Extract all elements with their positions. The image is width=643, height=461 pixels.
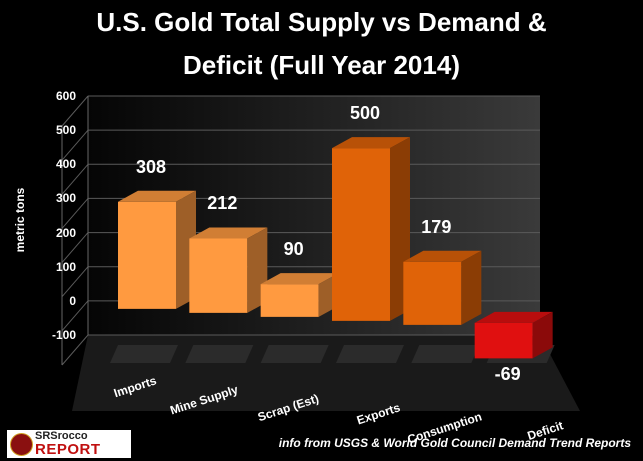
bar-deficit — [474, 311, 553, 359]
bar-top-face — [474, 311, 553, 323]
gridline-side — [61, 300, 89, 332]
gridline-side — [61, 232, 89, 263]
bar-top-face — [118, 190, 196, 202]
y-tick-label: 300 — [55, 191, 76, 206]
bar-imports — [118, 190, 196, 309]
bar-top-face — [332, 137, 410, 149]
bar-front-face — [189, 238, 248, 313]
data-label: 90 — [283, 239, 304, 260]
gridline-side — [61, 95, 89, 127]
bar-top-face — [260, 273, 339, 285]
bar-top-face — [403, 250, 482, 262]
floor-slot — [185, 345, 254, 363]
bar-front-face — [260, 284, 319, 317]
logo-badge-icon — [10, 433, 33, 456]
gridline-side — [61, 198, 89, 229]
bar-front-face — [403, 261, 462, 325]
y-tick-label: 600 — [55, 89, 76, 103]
logo-text-top: SRSrocco — [35, 430, 88, 442]
data-label: 308 — [135, 156, 167, 177]
srsrocco-logo: SRSrocco REPORT — [6, 429, 132, 459]
data-label: -69 — [494, 364, 521, 385]
gridline-side — [61, 129, 89, 161]
bar-front-face — [474, 322, 533, 359]
bar-consumption — [403, 250, 482, 325]
bar-front-face — [118, 201, 176, 309]
bar-exports — [332, 137, 410, 321]
bar-front-face — [332, 148, 390, 321]
floor-slot — [110, 345, 178, 363]
chart-title-line-2: Deficit (Full Year 2014) — [183, 50, 460, 80]
logo-text-bottom: REPORT — [35, 441, 101, 458]
y-tick-label: 200 — [55, 225, 76, 240]
y-tick-label: 100 — [55, 259, 76, 274]
source-note: info from USGS & World Gold Council Dema… — [278, 436, 631, 450]
bar-scrap-est — [260, 273, 339, 317]
data-label: 500 — [349, 103, 381, 124]
y-tick-label: -100 — [51, 328, 76, 342]
gridline-side — [61, 266, 89, 298]
floor-slot — [411, 345, 480, 363]
data-label: 179 — [421, 216, 452, 237]
floor-slot — [336, 345, 404, 363]
y-tick-label: 0 — [69, 293, 76, 308]
gridline-side — [61, 334, 89, 366]
bar-top-face — [189, 227, 268, 239]
gridline-side — [61, 163, 89, 195]
data-label: 212 — [207, 193, 238, 214]
y-tick-label: 500 — [55, 123, 76, 138]
y-axis-label: metric tons — [13, 187, 27, 253]
bar-side-face — [461, 250, 482, 325]
floor-slot — [260, 345, 329, 363]
chart-title-line-1: U.S. Gold Total Supply vs Demand & — [96, 7, 547, 37]
bar-side-face — [532, 311, 553, 359]
y-tick-label: 400 — [55, 157, 76, 172]
